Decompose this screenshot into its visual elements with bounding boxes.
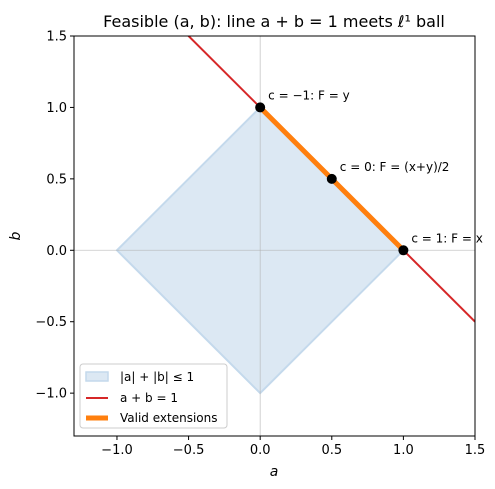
x-axis: −1.0 −0.5 0.0 0.5 1.0 1.5 [101, 436, 485, 458]
x-tick-label: 0.5 [321, 443, 342, 458]
legend: |a| + |b| ≤ 1 a + b = 1 Valid extensions [79, 363, 228, 429]
x-tick-label: 1.0 [393, 443, 414, 458]
legend-label-1: |a| + |b| ≤ 1 [120, 370, 194, 384]
y-tick-label: 1.5 [46, 30, 67, 45]
x-tick-label: 1.5 [465, 443, 486, 458]
x-tick-label: −1.0 [101, 443, 133, 458]
point-marker-1 [255, 102, 266, 113]
legend-label-3: Valid extensions [120, 411, 217, 425]
point-marker-2 [326, 173, 337, 184]
y-tick-label: 0.0 [46, 244, 67, 259]
plot-frame [73, 35, 476, 437]
x-tick-label: −0.5 [173, 443, 205, 458]
y-axis-label: b [8, 231, 24, 240]
y-tick-label: 0.5 [46, 172, 67, 187]
x-axis-label: a [270, 464, 279, 480]
chart-title: Feasible (a, b): line a + b = 1 meets ℓ¹… [103, 12, 445, 31]
legend-frame [79, 363, 228, 429]
y-tick-label: 1.0 [46, 101, 67, 116]
point-label-2: c = 0: F = (x+y)/2 [340, 160, 450, 174]
y-tick-label: −1.0 [35, 387, 67, 402]
point-annotations: c = −1: F = y c = 0: F = (x+y)/2 c = 1: F … [268, 88, 483, 245]
point-marker-3 [398, 245, 409, 256]
legend-label-2: a + b = 1 [120, 391, 178, 405]
legend-swatch-region [85, 371, 109, 382]
plot-area [74, 36, 475, 436]
y-tick-label: −0.5 [35, 315, 67, 330]
point-label-1: c = −1: F = y [268, 88, 350, 102]
y-axis: −1.0 −0.5 0.0 0.5 1.0 1.5 [35, 30, 74, 402]
x-tick-label: 0.0 [250, 443, 271, 458]
point-label-3: c = 1: F = x [411, 231, 482, 245]
